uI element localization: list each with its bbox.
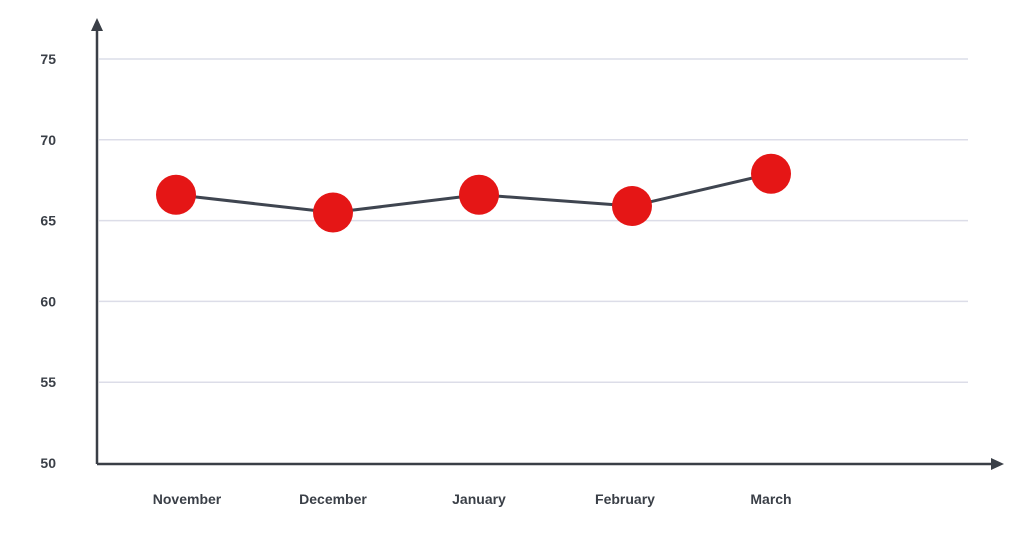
x-axis-arrow-icon [991,458,1004,470]
y-tick-label: 50 [40,455,56,471]
data-point [313,192,353,233]
data-point [751,153,791,194]
y-tick-labels: 50 55 60 65 70 75 [40,51,56,471]
data-point [459,174,499,215]
x-category-label: January [452,491,506,507]
y-tick-label: 65 [40,213,56,229]
y-axis-arrow-icon [91,18,103,31]
x-category-label: December [299,491,367,507]
y-tick-label: 70 [40,132,56,148]
y-tick-label: 55 [40,374,56,390]
y-tick-label: 60 [40,293,56,309]
series-points-group [156,153,791,233]
axes [91,18,1004,470]
data-point [612,186,652,227]
gridlines [99,58,968,383]
x-category-labels: November December January February March [153,491,792,507]
x-category-label: March [750,491,791,507]
y-tick-label: 75 [40,51,56,67]
x-category-label: February [595,491,655,507]
data-point [156,174,196,215]
x-category-label: November [153,491,222,507]
